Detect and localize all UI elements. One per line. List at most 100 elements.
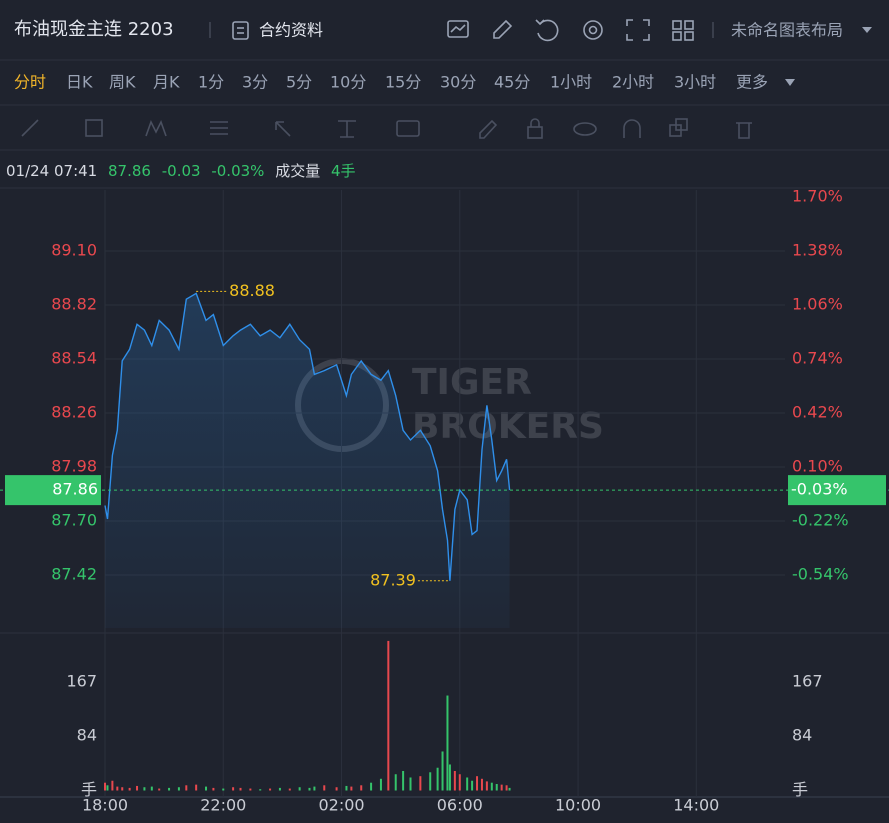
volume-bar — [158, 788, 161, 791]
volume-bar — [480, 778, 483, 791]
tool-icon[interactable] — [21, 119, 39, 137]
timeframe-tab[interactable]: 1小时 — [550, 73, 592, 92]
y-tick-label: 88.54 — [51, 348, 97, 367]
timeframe-tab[interactable]: 10分 — [330, 73, 366, 92]
volume-bar — [308, 787, 311, 791]
volume-tick-label: 167 — [792, 671, 823, 690]
dropdown-arrow[interactable] — [785, 79, 795, 86]
y2-tick-label: 0.42% — [792, 402, 843, 421]
tool-icon[interactable] — [736, 122, 752, 139]
volume-bar — [471, 780, 474, 791]
volume-bar — [121, 787, 124, 791]
reset-icon[interactable] — [535, 19, 559, 42]
quote-price: 87.86 — [108, 162, 151, 180]
settings-icon[interactable] — [583, 20, 603, 40]
timeframe-tab[interactable]: 3小时 — [674, 73, 716, 92]
tool-icon[interactable] — [573, 122, 597, 136]
drawing-toolbar — [21, 118, 752, 139]
timeframe-tab[interactable]: 1分 — [198, 73, 224, 92]
quote-change-pct: -0.03% — [211, 162, 264, 180]
tool-icon[interactable] — [210, 121, 228, 135]
volume-tick-label: 167 — [66, 671, 97, 690]
timeframe-tab[interactable]: 5分 — [286, 73, 312, 92]
volume-bar — [111, 780, 114, 791]
icon-shape — [450, 24, 466, 33]
tool-icon[interactable] — [145, 119, 167, 137]
contract-info[interactable]: 合约资料 — [259, 21, 323, 40]
draw-icon[interactable] — [493, 19, 513, 39]
volume-bar — [370, 782, 373, 791]
icon-shape — [535, 19, 545, 26]
timeframe-tab[interactable]: 30分 — [440, 73, 476, 92]
fullscreen-icon[interactable] — [626, 19, 650, 41]
volume-bar — [232, 787, 235, 791]
x-tick-label: 22:00 — [200, 796, 246, 815]
volume-bar — [453, 770, 456, 791]
volume-bar — [128, 787, 131, 791]
tool-icon[interactable] — [396, 120, 420, 137]
y2-tick-label: 1.38% — [792, 240, 843, 259]
timeframe-tab[interactable]: 分时 — [14, 73, 46, 92]
timeframe-tab[interactable]: 15分 — [385, 73, 421, 92]
x-tick-label: 10:00 — [555, 796, 601, 815]
y2-tick-label: -0.54% — [792, 564, 849, 583]
volume-bar — [323, 785, 326, 791]
volume-tick-label: 84 — [77, 725, 97, 744]
timeframe-tab[interactable]: 日K — [66, 73, 93, 92]
volume-bar — [360, 785, 363, 791]
volume-bar — [505, 785, 508, 791]
y2-tick-label: 1.06% — [792, 294, 843, 313]
timeframe-tab[interactable]: 45分 — [494, 73, 530, 92]
timeframe-tab[interactable]: 3分 — [242, 73, 268, 92]
volume-bar — [335, 787, 338, 791]
volume-bar — [106, 785, 109, 791]
quote-line: 01/24 07:41 87.86 -0.03 -0.03% 成交量 4手 — [6, 162, 356, 180]
tool-icon[interactable] — [527, 126, 543, 139]
volume-bar — [409, 777, 412, 791]
timeframe-tab[interactable]: 周K — [109, 73, 136, 92]
tool-icon[interactable] — [338, 120, 356, 138]
x-tick-label: 02:00 — [318, 796, 364, 815]
volume-bar — [269, 788, 272, 791]
price-area — [105, 293, 510, 628]
timeframe-bar: 分时 日K 周K 月K 1分 3分 5分 10分 15分 30分 45分 1小时 2小时 3小时 更多 — [14, 73, 768, 92]
volume-bar — [495, 783, 498, 791]
tool-icon[interactable] — [623, 119, 641, 138]
tool-icon[interactable] — [275, 121, 291, 137]
last-pct-tag-text: -0.03% — [791, 480, 848, 499]
dropdown-arrow[interactable] — [862, 27, 872, 33]
tool-icon[interactable] — [675, 118, 688, 131]
timeframe-tab[interactable]: 月K — [153, 73, 180, 92]
volume-bar — [441, 751, 444, 791]
volume-bar — [345, 785, 348, 791]
volume-bar — [466, 777, 469, 791]
icon-shape — [537, 19, 559, 42]
contract-info-button[interactable]: 合约资料 — [232, 21, 323, 40]
volume-bar — [150, 786, 153, 791]
last-price-tag — [5, 475, 101, 506]
icon-shape — [672, 31, 682, 41]
more-button[interactable]: 更多 — [736, 73, 768, 92]
layout-icon[interactable] — [672, 20, 694, 41]
volume-bar — [350, 786, 353, 791]
chart-type-icon[interactable] — [447, 20, 469, 38]
y-tick-label: 89.10 — [51, 240, 97, 259]
timeframe-tab[interactable]: 2小时 — [612, 73, 654, 92]
volume-bar — [379, 778, 382, 791]
y2-tick-label: 0.10% — [792, 456, 843, 475]
tool-icon[interactable] — [85, 119, 103, 137]
layout-name[interactable]: 未命名图表布局 — [731, 21, 843, 40]
y-tick-label: 87.98 — [51, 456, 97, 475]
volume-bar — [419, 776, 422, 791]
quote-change: -0.03 — [162, 162, 201, 180]
volume-bar — [205, 786, 208, 791]
volume-bar — [278, 787, 281, 791]
volume-bar — [168, 787, 171, 791]
icon-shape — [588, 25, 598, 35]
icon-shape — [583, 20, 603, 40]
x-tick-label: 06:00 — [437, 796, 483, 815]
y2-tick-label: 0.74% — [792, 348, 843, 367]
volume-bar — [249, 788, 252, 791]
tool-icon[interactable] — [530, 118, 540, 127]
tool-icon[interactable] — [479, 119, 498, 139]
